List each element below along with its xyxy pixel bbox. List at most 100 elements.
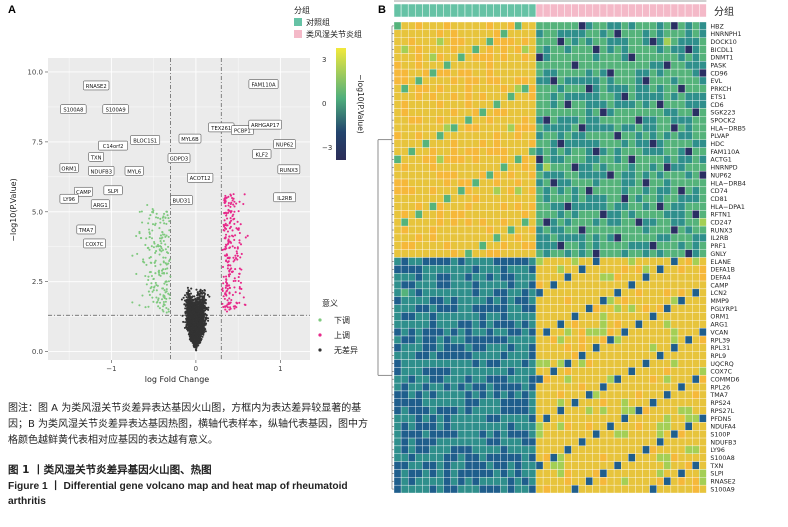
heatmap-cell: [535, 61, 544, 70]
heatmap-cell: [592, 249, 601, 258]
point-ns: [204, 316, 207, 319]
heatmap-cell: [471, 351, 480, 360]
heatmap-cell: [599, 280, 608, 290]
heatmap-cell: [670, 100, 679, 109]
heatmap-cell: [571, 375, 579, 384]
heatmap-cell: [564, 241, 572, 250]
point-down: [142, 258, 145, 261]
heatmap-cell: [557, 61, 565, 70]
point-up: [233, 200, 236, 203]
heatmap-cell: [699, 147, 707, 156]
heatmap-cell: [585, 375, 593, 384]
heatmap-cell: [628, 186, 636, 195]
heatmap-cell: [521, 116, 530, 125]
heatmap-cell: [628, 76, 636, 85]
heatmap-cell: [422, 108, 430, 117]
heatmap-cell: [521, 265, 530, 274]
heatmap-cell: [557, 210, 565, 219]
heatmap-cell: [621, 68, 629, 78]
gene-label-box: [167, 153, 191, 163]
heatmap-cell: [471, 21, 480, 31]
point-up: [232, 260, 235, 263]
heatmap-cell: [642, 382, 650, 392]
heatmap-cell: [542, 241, 551, 250]
heatmap-cell: [514, 327, 522, 337]
heatmap-cell: [557, 375, 565, 384]
heatmap-cell: [557, 21, 565, 31]
heatmap-cell: [692, 312, 700, 321]
point-down: [165, 306, 168, 310]
heatmap-cell: [415, 92, 423, 101]
heatmap-cell: [585, 84, 593, 93]
heatmap-cell: [599, 68, 608, 78]
gene-label: TXN: [88, 152, 104, 162]
heatmap-cell: [535, 335, 544, 345]
heatmap-cell: [692, 92, 700, 101]
heatmap-cell: [606, 29, 615, 38]
heatmap-cell: [521, 320, 530, 329]
heatmap-cell: [415, 359, 423, 368]
heatmap-cell: [486, 320, 494, 329]
heatmap-cell: [599, 327, 608, 337]
point-up: [233, 205, 236, 208]
heatmap-cell: [393, 225, 402, 235]
heatmap-cell: [599, 343, 608, 352]
heatmap-cell: [408, 37, 416, 46]
heatmap-cell: [684, 382, 693, 392]
heatmap-cell: [535, 76, 544, 85]
heatmap-cell: [443, 53, 451, 62]
heatmap-cell: [408, 21, 416, 31]
heatmap-cell: [550, 100, 558, 109]
heatmap-cell: [571, 218, 579, 227]
heatmap-cell: [500, 343, 508, 352]
point-ns: [193, 311, 196, 314]
heatmap-cell: [535, 163, 544, 172]
heatmap-cell: [613, 155, 622, 164]
heatmap-cell: [500, 100, 508, 109]
heatmap-cell: [677, 233, 686, 242]
heatmap-cell: [592, 92, 601, 101]
heatmap-cell: [564, 155, 572, 164]
heatmap-cell: [578, 367, 586, 376]
heatmap-cell: [393, 123, 402, 133]
point-up: [221, 248, 224, 252]
point-down: [153, 240, 156, 244]
heatmap-cell: [699, 84, 707, 93]
heatmap-cell: [621, 84, 629, 93]
point-up: [235, 202, 238, 205]
gene-label: SLPI: [103, 185, 123, 196]
colorbar-title: −log10(P.Value): [356, 74, 365, 134]
heatmap-cell: [557, 218, 565, 227]
point-ns: [188, 295, 192, 299]
point-up: [239, 256, 242, 259]
point-ns: [206, 317, 210, 320]
heatmap-cell: [450, 390, 459, 399]
heatmap-cell: [400, 131, 409, 140]
heatmap-cell: [528, 335, 537, 345]
heatmap-cell: [415, 351, 423, 360]
heatmap-cell: [393, 29, 402, 38]
point-down: [153, 261, 156, 264]
heatmap-cell: [429, 100, 437, 109]
heatmap-cell: [500, 53, 508, 62]
heatmap-cell: [564, 37, 572, 46]
heatmap-cell: [422, 257, 430, 266]
heatmap-cell: [649, 139, 657, 148]
heatmap-cell: [606, 382, 615, 392]
heatmap-cell: [415, 53, 423, 62]
heatmap-cell: [528, 257, 537, 266]
heatmap-cell: [479, 327, 487, 337]
point-up: [228, 256, 231, 259]
heatmap-cell: [457, 37, 466, 46]
heatmap-cell: [429, 37, 437, 46]
heatmap-cell: [578, 178, 586, 188]
point-ns: [198, 317, 201, 320]
heatmap-cell: [642, 139, 650, 148]
heatmap-cell: [642, 178, 650, 188]
heatmap-cell: [578, 304, 586, 313]
heatmap-cell: [457, 92, 466, 101]
heatmap-cell: [635, 225, 643, 235]
heatmap-cell: [663, 45, 672, 54]
point-ns: [203, 288, 206, 292]
heatmap-cell: [443, 390, 451, 399]
